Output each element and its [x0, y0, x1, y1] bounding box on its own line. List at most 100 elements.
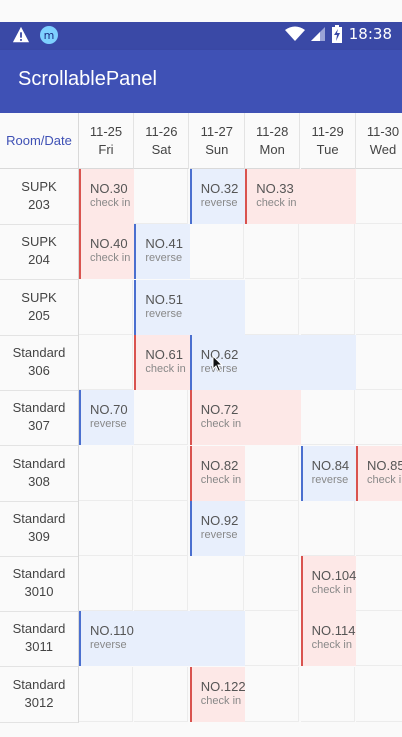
scrollable-panel[interactable]: Room/Date 11-25 Fri 11-26 Sat 11-27 Sun 11-28 M…: [0, 113, 402, 737]
booking-number: NO.32: [200, 181, 239, 196]
booking-number: NO.51: [145, 291, 183, 307]
grid-cell[interactable]: [189, 556, 244, 612]
room-type: Standard: [12, 400, 66, 416]
booking-number: NO.70: [90, 402, 128, 418]
booking-number: NO.85: [367, 457, 402, 473]
room-number: 3010: [24, 584, 54, 600]
booking-block[interactable]: NO.51 reverse: [134, 279, 246, 335]
room-number: 203: [28, 197, 50, 212]
booking-status: check in: [145, 362, 186, 375]
booking-block[interactable]: NO.84 reverse: [300, 445, 356, 501]
grid-cell[interactable]: [356, 335, 402, 390]
date-label: 11-29: [311, 124, 344, 139]
room-number: 308: [28, 473, 50, 489]
booking-block[interactable]: NO.30 check in: [79, 169, 135, 224]
grid-cell[interactable]: [79, 334, 133, 390]
grid-cell[interactable]: [300, 500, 355, 556]
grid-cell[interactable]: [245, 611, 300, 667]
booking-block[interactable]: NO.72 check in: [189, 390, 301, 446]
booking-number: NO.82: [200, 457, 239, 473]
room-type: Standard: [12, 510, 66, 526]
grid-cell[interactable]: [300, 224, 355, 280]
booking-number: NO.33: [256, 181, 294, 196]
booking-block[interactable]: NO.110 reverse: [79, 611, 246, 667]
grid-cell[interactable]: [356, 280, 402, 335]
grid-cell[interactable]: [245, 445, 300, 501]
grid-cell[interactable]: [245, 279, 300, 335]
grid-cell[interactable]: [356, 667, 402, 722]
date-label: 11-27: [200, 124, 233, 139]
room-date-header: Room/Date: [0, 113, 79, 169]
booking-block[interactable]: NO.41 reverse: [134, 224, 190, 280]
grid-cell[interactable]: [356, 224, 402, 280]
room-type: Standard: [12, 566, 66, 582]
grid-cell[interactable]: [245, 666, 300, 722]
date-label: 11-25: [89, 124, 123, 139]
grid-cell[interactable]: [300, 390, 355, 446]
booking-block[interactable]: NO.92 reverse: [189, 500, 246, 556]
grid-cell[interactable]: [134, 445, 189, 501]
booking-block[interactable]: NO.82 check in: [189, 445, 246, 501]
status-bar: m 18:38: [0, 22, 402, 50]
clock: 18:38: [348, 25, 392, 43]
date-header: 11-26 Sat: [134, 113, 190, 169]
room-type: Standard: [12, 344, 66, 360]
app-bar: ScrollablePanel: [0, 50, 402, 113]
booking-number: NO.84: [311, 457, 350, 473]
room-number: 3012: [24, 694, 54, 710]
booking-number: NO.114: [311, 623, 356, 639]
booking-block[interactable]: NO.61 check in: [134, 334, 190, 390]
grid-cell[interactable]: [245, 500, 300, 556]
booking-status: check in: [311, 639, 352, 652]
booking-status: reverse: [145, 307, 183, 320]
grid-cell[interactable]: [134, 500, 189, 556]
booking-block[interactable]: NO.114 check in: [300, 611, 356, 667]
date-header: 11-29 Tue: [300, 113, 356, 169]
booking-status: reverse: [200, 197, 238, 209]
date-header: 11-28 Mon: [245, 113, 301, 169]
booking-block[interactable]: NO.40 check in: [79, 224, 135, 280]
booking-status: check in: [367, 473, 402, 486]
grid-cell[interactable]: [356, 501, 402, 556]
grid-cell[interactable]: [356, 169, 402, 224]
booking-block[interactable]: NO.33 check in: [245, 169, 356, 224]
grid-cell[interactable]: [300, 279, 355, 335]
date-label: 11-28: [256, 124, 289, 139]
booking-status: reverse: [201, 363, 356, 375]
grid-cell[interactable]: [300, 666, 355, 722]
booking-block[interactable]: NO.122 check in: [189, 666, 246, 722]
grid-cell[interactable]: [189, 224, 244, 280]
grid-cell[interactable]: [245, 556, 300, 612]
grid-cell[interactable]: [79, 556, 133, 612]
booking-status: check in: [256, 197, 297, 209]
battery-icon: [331, 25, 342, 43]
booking-block[interactable]: NO.70 reverse: [79, 390, 135, 446]
notification-icon: m: [40, 26, 58, 44]
room-header: Standard 3010: [0, 556, 79, 613]
grid-cell[interactable]: [79, 500, 133, 556]
grid-cell[interactable]: [134, 169, 189, 224]
grid-cell[interactable]: [245, 224, 300, 280]
booking-block[interactable]: NO.104 check in: [300, 556, 356, 612]
grid-cell[interactable]: [134, 390, 189, 446]
booking-status: reverse: [200, 528, 238, 541]
date-label: 11-26: [145, 124, 178, 139]
grid-cell[interactable]: [79, 666, 133, 722]
grid-cell[interactable]: [134, 556, 189, 612]
room-header: Standard 307: [0, 390, 79, 447]
booking-block[interactable]: NO.32 reverse: [189, 169, 246, 224]
grid-cell[interactable]: [356, 556, 402, 612]
room-type: SUPK: [21, 179, 57, 194]
room-type: Standard: [12, 621, 66, 637]
booking-status: reverse: [145, 252, 183, 265]
grid-cell[interactable]: [134, 666, 189, 722]
booking-number: NO.30: [90, 181, 128, 196]
booking-status: reverse: [90, 418, 127, 431]
grid-cell[interactable]: [79, 279, 133, 335]
grid-cell[interactable]: [356, 390, 402, 446]
room-type: Standard: [12, 676, 66, 692]
room-number: 307: [28, 418, 50, 434]
grid-cell[interactable]: [79, 445, 133, 501]
grid-cell[interactable]: [356, 611, 402, 667]
